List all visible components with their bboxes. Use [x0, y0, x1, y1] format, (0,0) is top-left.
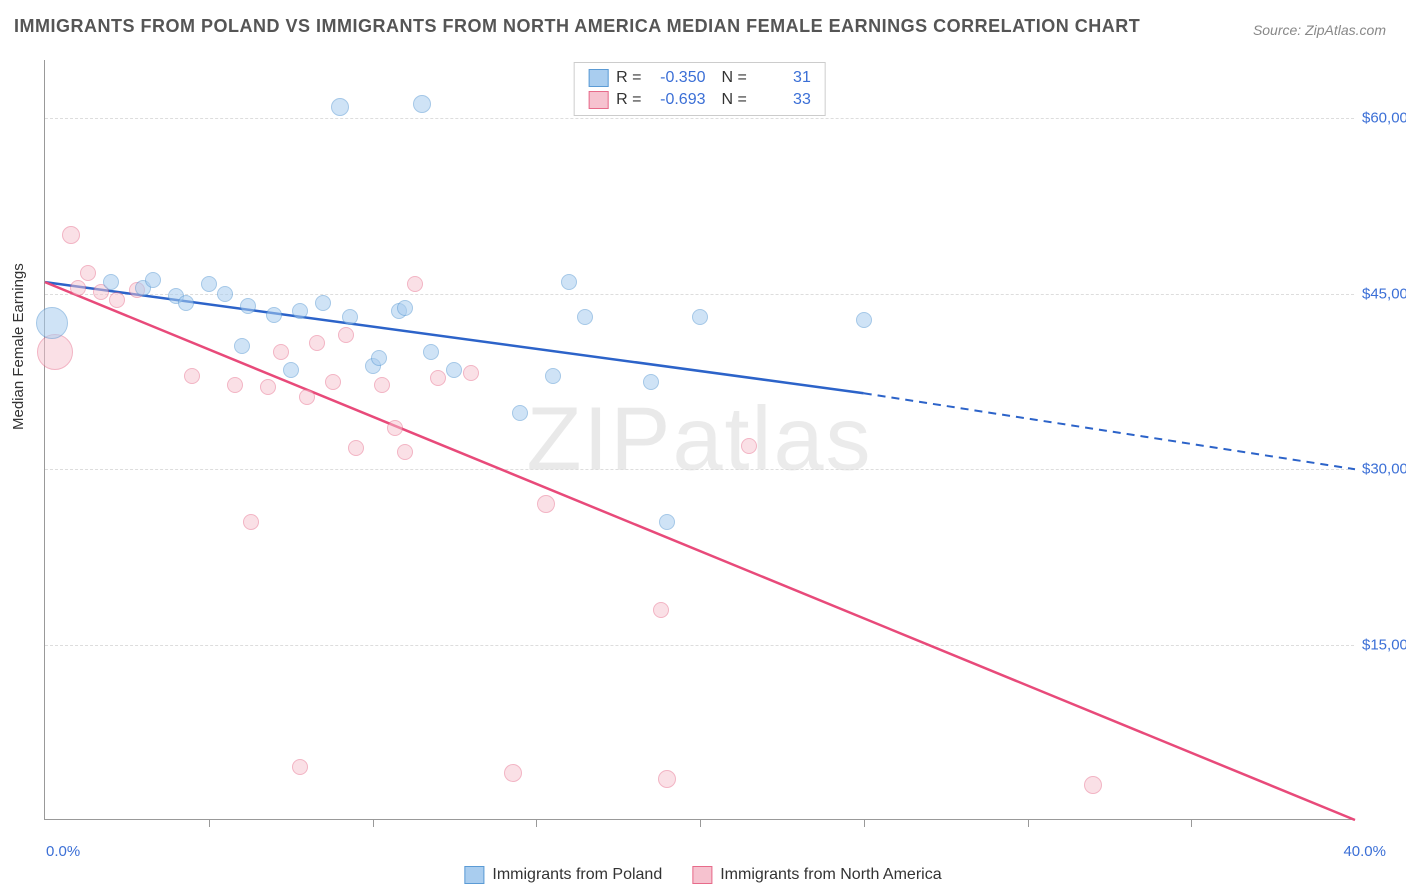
data-point-poland [283, 362, 299, 378]
data-point-poland [201, 276, 217, 292]
data-point-poland [423, 344, 439, 360]
data-point-north_america [348, 440, 364, 456]
source-attribution: Source: ZipAtlas.com [1253, 22, 1386, 38]
swatch-poland-icon [464, 866, 484, 884]
data-point-north_america [658, 770, 676, 788]
x-axis-max-label: 40.0% [1343, 843, 1386, 860]
data-point-north_america [430, 370, 446, 386]
data-point-poland [315, 295, 331, 311]
data-point-north_america [338, 327, 354, 343]
y-tick-label: $30,000 [1362, 461, 1406, 478]
data-point-poland [413, 95, 431, 113]
x-tick [1028, 819, 1029, 827]
data-point-north_america [374, 377, 390, 393]
data-point-north_america [273, 344, 289, 360]
data-point-poland [659, 514, 675, 530]
data-point-north_america [292, 759, 308, 775]
data-point-poland [371, 350, 387, 366]
legend-item-north-america: Immigrants from North America [692, 866, 941, 884]
legend-item-poland: Immigrants from Poland [464, 866, 662, 884]
series-legend: Immigrants from Poland Immigrants from N… [464, 866, 941, 884]
data-point-north_america [80, 265, 96, 281]
data-point-poland [856, 312, 872, 328]
data-point-north_america [741, 438, 757, 454]
legend-label-north-america: Immigrants from North America [720, 866, 941, 884]
data-point-north_america [260, 379, 276, 395]
data-point-poland [36, 307, 68, 339]
data-point-north_america [407, 276, 423, 292]
data-point-north_america [1084, 776, 1102, 794]
data-point-north_america [463, 365, 479, 381]
trend-lines-svg [45, 60, 1355, 820]
x-tick [1191, 819, 1192, 827]
data-point-poland [692, 309, 708, 325]
data-point-poland [577, 309, 593, 325]
data-point-north_america [227, 377, 243, 393]
data-point-north_america [653, 602, 669, 618]
trend-line-north_america [45, 282, 1355, 820]
data-point-north_america [62, 226, 80, 244]
x-axis-min-label: 0.0% [46, 843, 80, 860]
data-point-poland [240, 298, 256, 314]
data-point-poland [512, 405, 528, 421]
data-point-north_america [299, 389, 315, 405]
chart-title: IMMIGRANTS FROM POLAND VS IMMIGRANTS FRO… [14, 16, 1140, 37]
data-point-poland [446, 362, 462, 378]
swatch-north-america-icon [692, 866, 712, 884]
data-point-poland [266, 307, 282, 323]
y-tick-label: $45,000 [1362, 285, 1406, 302]
data-point-north_america [504, 764, 522, 782]
data-point-poland [292, 303, 308, 319]
y-axis-title: Median Female Earnings [10, 263, 27, 430]
data-point-poland [545, 368, 561, 384]
data-point-poland [397, 300, 413, 316]
data-point-poland [103, 274, 119, 290]
trend-line-dashed-poland [864, 393, 1355, 469]
data-point-north_america [309, 335, 325, 351]
data-point-north_america [109, 292, 125, 308]
x-tick [864, 819, 865, 827]
y-tick-label: $60,000 [1362, 110, 1406, 127]
data-point-poland [342, 309, 358, 325]
chart-plot-area: ZIPatlas R =-0.350 N =31 R =-0.693 N =33… [44, 60, 1354, 820]
data-point-north_america [243, 514, 259, 530]
data-point-poland [234, 338, 250, 354]
data-point-north_america [387, 420, 403, 436]
data-point-north_america [184, 368, 200, 384]
y-tick-label: $15,000 [1362, 636, 1406, 653]
data-point-north_america [397, 444, 413, 460]
data-point-poland [561, 274, 577, 290]
data-point-poland [178, 295, 194, 311]
x-tick [536, 819, 537, 827]
data-point-poland [643, 374, 659, 390]
legend-label-poland: Immigrants from Poland [492, 866, 662, 884]
data-point-poland [145, 272, 161, 288]
data-point-north_america [37, 334, 73, 370]
data-point-north_america [325, 374, 341, 390]
x-tick [373, 819, 374, 827]
data-point-north_america [537, 495, 555, 513]
data-point-poland [331, 98, 349, 116]
data-point-north_america [70, 280, 86, 296]
x-tick [700, 819, 701, 827]
data-point-poland [217, 286, 233, 302]
x-tick [209, 819, 210, 827]
